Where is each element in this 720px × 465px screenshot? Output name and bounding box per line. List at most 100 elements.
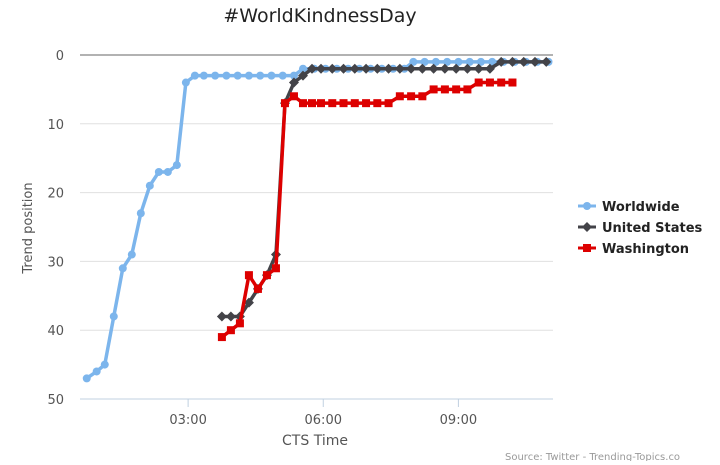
data-point	[462, 63, 473, 74]
data-point	[496, 56, 507, 67]
data-point	[362, 99, 371, 108]
data-point	[420, 57, 429, 66]
data-point	[298, 64, 307, 73]
data-point	[278, 71, 287, 80]
data-point	[418, 92, 427, 101]
y-tick-label: 20	[47, 187, 64, 202]
data-point	[190, 71, 199, 80]
series-layer	[82, 56, 553, 383]
data-point	[452, 85, 461, 94]
legend-item-united-states[interactable]: United States	[578, 221, 703, 236]
data-point	[508, 78, 517, 87]
y-tick-label: 50	[47, 393, 64, 408]
data-point	[327, 63, 338, 74]
series-worldwide	[82, 57, 553, 383]
data-point	[384, 99, 393, 108]
source-credit: Source: Twitter - Trending-Topics.co	[505, 452, 680, 461]
data-point	[82, 374, 91, 383]
data-point	[306, 63, 317, 74]
data-point	[289, 71, 298, 80]
x-tick-label: 03:00	[169, 413, 206, 428]
data-point	[440, 85, 449, 94]
legend-item-worldwide[interactable]: Worldwide	[578, 200, 680, 215]
data-point	[429, 85, 438, 94]
legend[interactable]: Worldwide United States Washington	[578, 200, 703, 257]
data-point	[361, 63, 372, 74]
data-point	[474, 78, 483, 87]
y-tick-labels: 0 10 20 30 40 50	[47, 49, 64, 408]
data-point	[136, 209, 145, 218]
legend-label: Worldwide	[602, 200, 680, 215]
data-point	[199, 71, 208, 80]
data-point	[463, 85, 472, 94]
data-point	[485, 78, 494, 87]
data-point	[394, 63, 405, 74]
data-point	[271, 264, 280, 273]
data-point	[451, 63, 462, 74]
gridlines	[80, 54, 553, 400]
data-point	[225, 311, 236, 322]
y-tick-label: 10	[47, 118, 64, 133]
data-point	[222, 71, 231, 80]
data-point	[297, 70, 308, 81]
data-point	[118, 264, 127, 273]
data-point	[262, 271, 271, 280]
y-axis-label: Trend position	[21, 182, 36, 274]
data-point	[267, 71, 276, 80]
data-point	[280, 99, 289, 108]
legend-label: Washington	[602, 242, 689, 257]
data-point	[349, 63, 360, 74]
data-point	[328, 99, 337, 108]
data-point	[226, 326, 235, 335]
data-point	[484, 63, 495, 74]
data-point	[406, 63, 417, 74]
data-point	[127, 250, 136, 259]
data-point	[253, 284, 262, 293]
data-point	[145, 181, 154, 190]
data-point	[244, 271, 253, 280]
data-point	[350, 99, 359, 108]
data-point	[383, 63, 394, 74]
data-point	[373, 99, 382, 108]
data-point	[417, 63, 428, 74]
data-point	[243, 297, 254, 308]
data-point	[307, 99, 316, 108]
data-point	[317, 99, 326, 108]
data-point	[454, 57, 463, 66]
data-point	[154, 167, 163, 176]
y-tick-label: 30	[47, 255, 64, 270]
data-point	[529, 56, 540, 67]
data-point	[244, 71, 253, 80]
data-point	[256, 71, 265, 80]
x-tick-label: 06:00	[305, 413, 342, 428]
legend-item-washington[interactable]: Washington	[578, 242, 689, 257]
legend-marker	[583, 244, 591, 252]
data-point	[507, 56, 518, 67]
data-point	[233, 71, 242, 80]
chart-title: #WorldKindnessDay	[223, 5, 416, 27]
data-point	[428, 63, 439, 74]
data-point	[443, 57, 452, 66]
data-point	[216, 311, 227, 322]
data-point	[172, 161, 181, 170]
data-point	[211, 71, 220, 80]
data-point	[288, 77, 299, 88]
x-axis-label: CTS Time	[282, 433, 348, 449]
data-point	[541, 56, 552, 67]
y-tick-label: 0	[56, 49, 64, 64]
data-point	[407, 92, 416, 101]
data-point	[316, 63, 327, 74]
legend-marker	[582, 222, 592, 232]
data-point	[298, 99, 307, 108]
data-point	[465, 57, 474, 66]
legend-marker	[583, 202, 591, 210]
data-point	[338, 63, 349, 74]
data-point	[439, 63, 450, 74]
x-tick-label: 09:00	[440, 413, 477, 428]
legend-label: United States	[602, 221, 703, 236]
data-point	[518, 56, 529, 67]
series-line-washington	[220, 80, 515, 339]
data-point	[163, 167, 172, 176]
data-point	[372, 63, 383, 74]
